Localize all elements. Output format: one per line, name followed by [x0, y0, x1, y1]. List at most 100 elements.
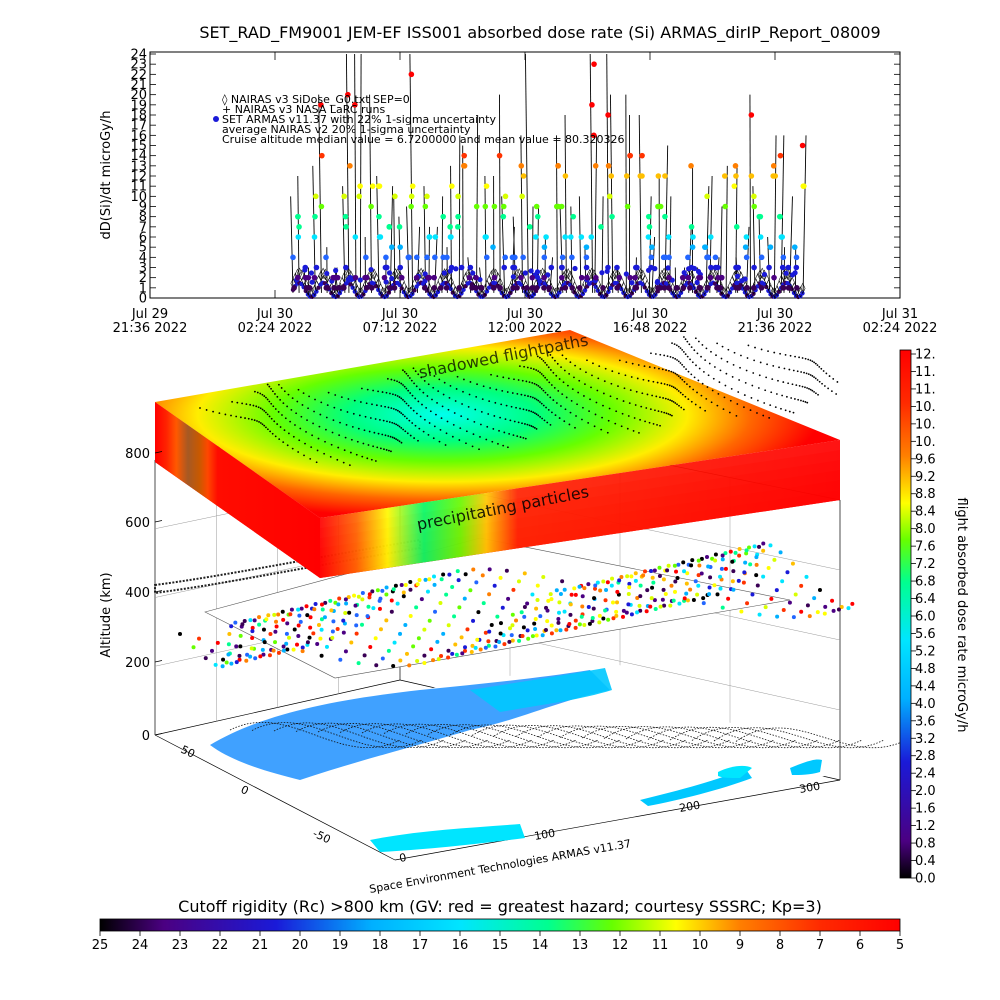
baseline-marker: ◊	[335, 285, 341, 298]
orbit-point	[577, 622, 582, 627]
slab-dot	[218, 412, 221, 415]
slab-dot	[807, 373, 810, 376]
slab-dot	[736, 403, 739, 405]
orbit-point	[726, 596, 731, 601]
ground-track	[449, 724, 621, 749]
slab-dot	[438, 378, 441, 381]
slab-dot	[571, 388, 574, 390]
data-point	[448, 234, 454, 240]
slab-dot	[239, 416, 242, 419]
slab-dot	[705, 397, 708, 400]
slab-dot	[568, 373, 571, 375]
data-point	[569, 285, 575, 291]
orbit-point	[685, 598, 690, 603]
slab-dot	[544, 361, 547, 364]
baseline-point	[312, 292, 317, 298]
orbit-point	[360, 597, 365, 602]
baseline-marker: ◊	[291, 277, 297, 290]
slab-dot	[708, 362, 711, 365]
slab-dot	[729, 399, 732, 402]
orbit-point	[708, 575, 713, 580]
baseline-point	[751, 291, 756, 296]
x-tick-label-time: 21:36 2022	[113, 321, 188, 336]
slab-dot	[231, 400, 233, 403]
colorbar-bottom-tick-label: 7	[816, 938, 824, 953]
slab-dot	[628, 402, 631, 405]
data-point	[331, 285, 337, 291]
data-point	[483, 254, 490, 261]
slab-dot	[386, 377, 389, 380]
slab-dot	[794, 355, 796, 358]
baseline-point	[790, 272, 796, 278]
baseline-marker: ◊	[723, 286, 729, 299]
orbit-point	[328, 598, 333, 603]
slab-dot	[823, 385, 826, 387]
data-point	[707, 274, 714, 281]
slab-dot	[265, 426, 267, 429]
ground-track	[295, 722, 467, 749]
baseline-point	[453, 266, 459, 272]
orbit-point	[285, 647, 290, 652]
data-point	[712, 264, 719, 271]
orbit-point	[237, 653, 242, 658]
altitude-tick-label: 200	[125, 656, 150, 671]
slab-dot	[265, 411, 267, 414]
slab-dot	[710, 350, 712, 353]
slab-dot	[788, 410, 791, 413]
orbit-point	[384, 618, 389, 623]
slab-dot	[546, 393, 549, 396]
orbit-point	[579, 614, 584, 619]
slab-dot	[661, 368, 664, 371]
slab-dot	[830, 390, 833, 393]
slab-dot	[695, 364, 697, 367]
slab-dot	[292, 435, 295, 438]
slab-dot	[715, 354, 717, 357]
ground-track	[317, 723, 489, 749]
orbit-point	[415, 659, 420, 664]
slab-dot	[816, 364, 819, 367]
slab-dot	[313, 410, 315, 413]
orbit-point	[389, 598, 394, 603]
orbit-point	[697, 563, 702, 568]
baseline-marker: ◊	[401, 280, 407, 293]
orbit-point	[710, 556, 715, 561]
slab-dot	[392, 393, 394, 396]
baseline-marker: ◊	[640, 269, 646, 282]
slab-dot	[535, 428, 538, 430]
baseline-marker: ◊	[502, 285, 508, 298]
slab-dot	[306, 419, 308, 422]
slab-dot	[642, 378, 645, 381]
data-point	[318, 102, 324, 108]
slab-dot	[817, 393, 819, 396]
orbit-point	[752, 544, 757, 549]
baseline-marker: ◊	[463, 271, 469, 284]
data-point	[363, 254, 369, 261]
y-tick-label: 0	[139, 292, 147, 307]
data-point	[766, 264, 772, 271]
slab-dot	[675, 344, 678, 347]
baseline-marker: ◊	[749, 286, 755, 299]
baseline-point	[435, 289, 441, 295]
baseline-marker: ◊	[372, 268, 378, 281]
data-point	[687, 285, 693, 291]
slab-dot	[395, 438, 398, 440]
baseline-marker: ◊	[504, 287, 510, 300]
slab-dot	[398, 396, 401, 398]
orbit-point	[380, 656, 385, 661]
baseline-marker: ◊	[450, 281, 456, 294]
data-point	[593, 274, 599, 281]
y-axis-label: dD(Si)/dt microGy/h	[99, 111, 114, 240]
slab-dot	[265, 396, 267, 399]
slab-dot	[439, 428, 442, 431]
ground-track	[625, 726, 797, 749]
baseline-marker: ◊	[789, 276, 795, 289]
slab-dot	[442, 393, 445, 396]
orbit-point	[444, 592, 449, 597]
slab-dot	[503, 431, 506, 434]
baseline-marker: ◊	[734, 267, 740, 280]
slab-dot	[256, 391, 259, 394]
slab-dot	[710, 401, 713, 404]
orbit-point	[696, 583, 701, 588]
colorbar-bottom-label: Cutoff rigidity (Rc) >800 km (GV: red = …	[178, 897, 822, 916]
slab-dot	[564, 408, 567, 411]
